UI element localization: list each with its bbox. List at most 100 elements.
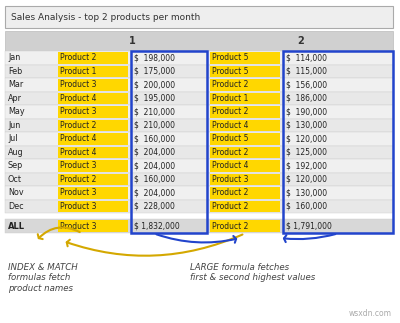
Text: $  195,000: $ 195,000 <box>134 94 175 103</box>
Text: $  204,000: $ 204,000 <box>134 188 175 197</box>
Bar <box>5 186 393 200</box>
Bar <box>210 187 280 199</box>
Text: Product 5: Product 5 <box>212 67 248 76</box>
Text: $  204,000: $ 204,000 <box>134 148 175 157</box>
Text: $  200,000: $ 200,000 <box>134 80 175 89</box>
Bar <box>5 78 393 91</box>
Text: $  160,000: $ 160,000 <box>134 175 175 184</box>
Text: $  114,000: $ 114,000 <box>286 53 327 62</box>
Text: ALL: ALL <box>8 222 25 231</box>
Bar <box>58 92 128 104</box>
Text: Product 4: Product 4 <box>60 94 96 103</box>
Text: 1: 1 <box>129 36 135 46</box>
Bar <box>58 106 128 118</box>
Bar <box>58 66 128 77</box>
Bar <box>131 51 207 234</box>
Text: Product 4: Product 4 <box>60 148 96 157</box>
Text: Mar: Mar <box>8 80 23 89</box>
Bar <box>58 120 128 131</box>
Text: Product 3: Product 3 <box>60 222 96 231</box>
Text: Product 2: Product 2 <box>60 53 96 62</box>
Text: Product 4: Product 4 <box>212 121 248 130</box>
Text: Product 5: Product 5 <box>212 53 248 62</box>
Text: Product 2: Product 2 <box>212 148 248 157</box>
Text: Jan: Jan <box>8 53 20 62</box>
Text: Product 3: Product 3 <box>60 161 96 170</box>
Text: $  125,000: $ 125,000 <box>286 148 327 157</box>
Bar <box>58 201 128 212</box>
Text: Product 1: Product 1 <box>60 67 96 76</box>
Text: Product 1: Product 1 <box>212 94 248 103</box>
Bar <box>58 133 128 144</box>
Text: $ 1,791,000: $ 1,791,000 <box>286 222 332 231</box>
Text: $  204,000: $ 204,000 <box>134 161 175 170</box>
Text: $  160,000: $ 160,000 <box>134 134 175 143</box>
Text: Product 2: Product 2 <box>212 107 248 116</box>
Text: $  210,000: $ 210,000 <box>134 107 175 116</box>
Text: Oct: Oct <box>8 175 22 184</box>
Text: $  186,000: $ 186,000 <box>286 94 327 103</box>
Bar <box>5 6 393 28</box>
Text: Product 4: Product 4 <box>60 134 96 143</box>
Text: $  198,000: $ 198,000 <box>134 53 175 62</box>
Text: Product 2: Product 2 <box>212 202 248 211</box>
Bar <box>58 147 128 158</box>
Text: $  228,000: $ 228,000 <box>134 202 175 211</box>
Text: Product 2: Product 2 <box>60 175 96 184</box>
Bar <box>5 51 393 65</box>
Bar <box>283 51 393 234</box>
Text: 2: 2 <box>298 36 304 46</box>
Text: Product 5: Product 5 <box>212 134 248 143</box>
Text: Sales Analysis - top 2 products per month: Sales Analysis - top 2 products per mont… <box>11 13 200 22</box>
Text: May: May <box>8 107 25 116</box>
Bar <box>58 187 128 199</box>
Bar <box>210 52 280 64</box>
Text: $  120,000: $ 120,000 <box>286 175 327 184</box>
Bar <box>5 119 393 132</box>
Text: LARGE formula fetches
first & second highest values: LARGE formula fetches first & second hig… <box>190 263 315 282</box>
Bar <box>58 79 128 90</box>
Text: Apr: Apr <box>8 94 22 103</box>
Bar <box>5 105 393 119</box>
Text: $  190,000: $ 190,000 <box>286 107 327 116</box>
Bar <box>210 220 280 233</box>
Bar <box>5 218 393 226</box>
Bar <box>5 91 393 105</box>
Text: Product 2: Product 2 <box>212 188 248 197</box>
Text: Jul: Jul <box>8 134 18 143</box>
Text: Product 4: Product 4 <box>212 161 248 170</box>
Text: $  120,000: $ 120,000 <box>286 134 327 143</box>
Text: Product 3: Product 3 <box>60 80 96 89</box>
Text: Product 2: Product 2 <box>212 222 248 231</box>
Bar <box>5 65 393 78</box>
Text: $  130,000: $ 130,000 <box>286 188 327 197</box>
Bar <box>210 120 280 131</box>
Bar <box>5 172 393 186</box>
Text: Product 2: Product 2 <box>60 121 96 130</box>
Bar <box>210 201 280 212</box>
Text: INDEX & MATCH
formulas fetch
product names: INDEX & MATCH formulas fetch product nam… <box>8 263 78 293</box>
Bar <box>210 92 280 104</box>
Bar <box>210 147 280 158</box>
Bar <box>210 79 280 90</box>
Text: Dec: Dec <box>8 202 24 211</box>
Bar <box>58 173 128 185</box>
Text: Aug: Aug <box>8 148 24 157</box>
Text: Jun: Jun <box>8 121 20 130</box>
Bar <box>210 133 280 144</box>
Bar <box>58 52 128 64</box>
Text: $  160,000: $ 160,000 <box>286 202 327 211</box>
Text: $ 1,832,000: $ 1,832,000 <box>134 222 180 231</box>
Text: Product 3: Product 3 <box>60 107 96 116</box>
Text: Product 3: Product 3 <box>212 175 248 184</box>
Text: $  156,000: $ 156,000 <box>286 80 327 89</box>
Text: $  192,000: $ 192,000 <box>286 161 327 170</box>
Text: Product 2: Product 2 <box>212 80 248 89</box>
Bar <box>5 31 393 51</box>
Bar <box>5 200 393 213</box>
Bar <box>58 160 128 172</box>
Bar <box>58 220 128 233</box>
Bar <box>210 106 280 118</box>
Bar <box>5 159 393 172</box>
Text: $  175,000: $ 175,000 <box>134 67 175 76</box>
